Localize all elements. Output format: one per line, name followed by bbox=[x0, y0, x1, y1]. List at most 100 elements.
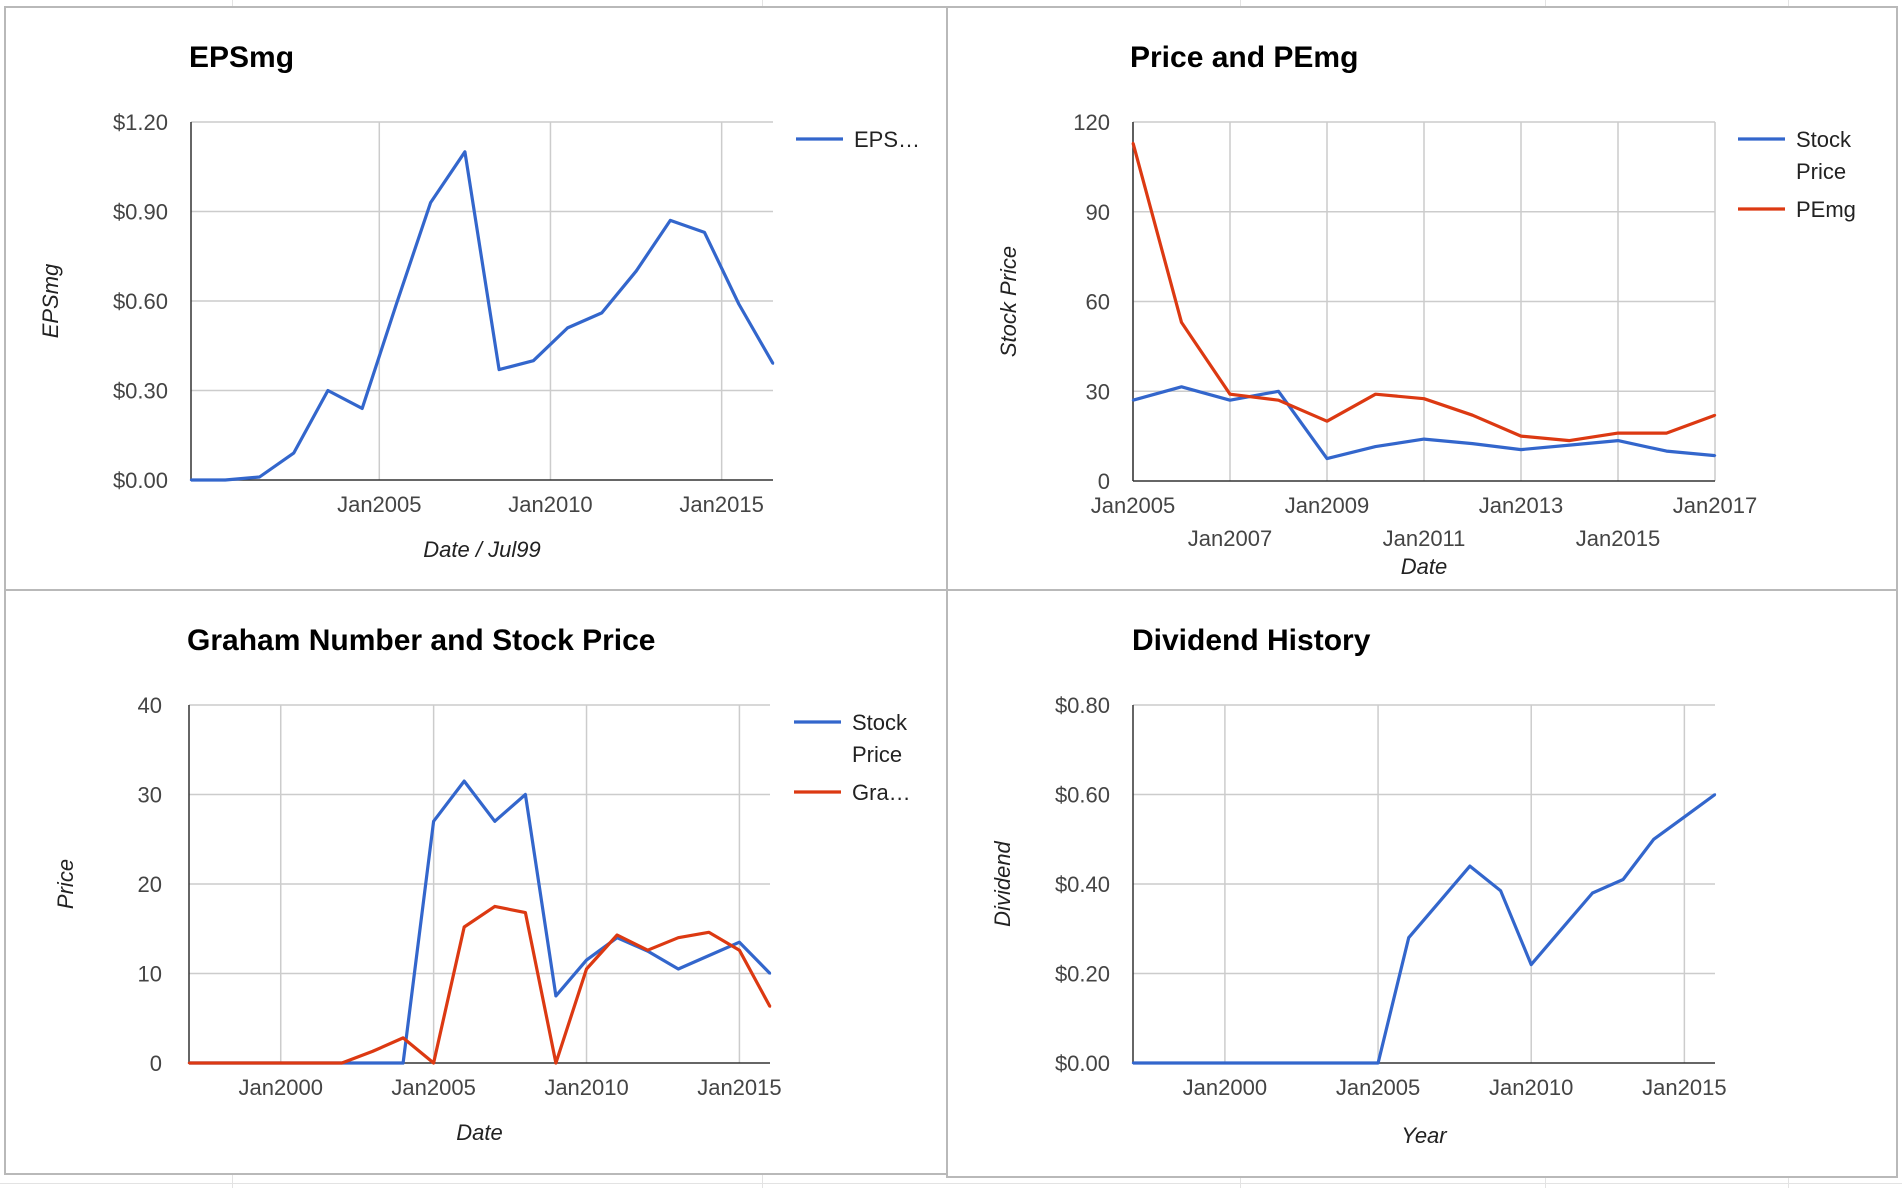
chart-title: Price and PEmg bbox=[1130, 41, 1358, 74]
data-point bbox=[224, 478, 227, 482]
y-tick-label: $0.60 bbox=[1055, 783, 1110, 808]
data-point bbox=[1228, 399, 1232, 402]
data-point bbox=[395, 302, 398, 306]
series-line bbox=[189, 904, 772, 1065]
x-tick-label: Jan2015 bbox=[1642, 1075, 1726, 1100]
legend-label: Stock bbox=[852, 710, 908, 735]
x-tick-label: Jan2017 bbox=[1673, 493, 1757, 518]
data-point bbox=[1468, 864, 1472, 868]
y-tick-label: $0.80 bbox=[1055, 693, 1110, 718]
data-point bbox=[1713, 413, 1717, 417]
data-point bbox=[566, 326, 569, 330]
data-point bbox=[340, 1061, 344, 1065]
data-point bbox=[554, 1061, 558, 1065]
chart-graham: Graham Number and Stock Price 0 10 20 30 40 Ja… bbox=[53, 624, 911, 1145]
chart-title: EPSmg bbox=[189, 41, 294, 74]
x-axis-title: Year bbox=[1401, 1123, 1448, 1148]
data-point bbox=[1374, 445, 1377, 448]
data-point bbox=[1374, 393, 1377, 396]
y-tick-label: $0.00 bbox=[1055, 1051, 1110, 1076]
data-point bbox=[677, 967, 680, 971]
data-point bbox=[429, 201, 432, 204]
x-tick-label: Jan2010 bbox=[508, 492, 592, 517]
y-axis-title: Price bbox=[53, 859, 78, 909]
y-axis-title: Dividend bbox=[990, 840, 1015, 926]
data-point bbox=[768, 972, 772, 975]
data-point bbox=[279, 1061, 282, 1065]
data-point bbox=[1530, 963, 1533, 966]
data-point bbox=[1277, 390, 1280, 393]
data-point bbox=[1568, 443, 1571, 447]
data-point bbox=[1621, 878, 1625, 881]
data-point bbox=[1422, 397, 1426, 400]
data-point bbox=[1616, 431, 1620, 435]
data-point bbox=[646, 949, 649, 952]
data-point bbox=[600, 311, 604, 315]
y-tick-label: $0.40 bbox=[1055, 872, 1110, 897]
data-point bbox=[463, 150, 467, 154]
data-point bbox=[1665, 449, 1668, 453]
chart-dividend: Dividend History $0.00 $0.20 $0.40 $0.60 $0.8… bbox=[990, 624, 1727, 1148]
y-tick-label: 90 bbox=[1086, 200, 1110, 225]
data-point bbox=[1438, 900, 1441, 904]
data-point bbox=[1519, 448, 1523, 451]
legend-label: PEmg bbox=[1796, 197, 1856, 222]
data-point bbox=[493, 905, 496, 908]
chart-panel-epsmg[interactable]: EPSmg $0.00 $0.30 $0.60 $0.90 $1.20 Jan2005 Jan… bbox=[4, 6, 948, 591]
legend-label: Price bbox=[1796, 159, 1846, 184]
chart-panel-graham[interactable]: Graham Number and Stock Price 0 10 20 30 40 Ja… bbox=[4, 589, 948, 1175]
y-tick-label: $0.90 bbox=[113, 200, 168, 225]
x-tick-label: Jan2000 bbox=[239, 1075, 323, 1100]
series-line bbox=[191, 150, 775, 482]
data-point bbox=[493, 820, 496, 823]
data-point bbox=[1713, 793, 1717, 796]
y-tick-label: 40 bbox=[138, 693, 162, 718]
data-point bbox=[1422, 437, 1426, 441]
x-tick-label: Jan2013 bbox=[1479, 493, 1563, 518]
data-point bbox=[634, 269, 638, 273]
x-tick-label: Jan2005 bbox=[1336, 1075, 1420, 1100]
chart-epsmg: EPSmg $0.00 $0.30 $0.60 $0.90 $1.20 Jan2005 Jan… bbox=[38, 41, 920, 562]
data-point bbox=[585, 967, 588, 971]
x-axis-title: Date bbox=[1401, 554, 1447, 579]
data-point bbox=[1407, 936, 1410, 939]
data-point bbox=[1683, 815, 1686, 819]
chart-title: Dividend History bbox=[1132, 624, 1371, 657]
data-point bbox=[677, 936, 680, 939]
y-tick-label: 10 bbox=[138, 962, 162, 987]
series-line bbox=[1133, 793, 1716, 1065]
y-tick-label: 0 bbox=[1098, 469, 1110, 494]
data-point bbox=[1131, 141, 1135, 145]
data-point bbox=[1471, 442, 1474, 445]
x-tick-label: Jan2015 bbox=[679, 492, 763, 517]
data-point bbox=[1519, 434, 1523, 438]
y-axis-title: EPSmg bbox=[38, 263, 63, 338]
data-point bbox=[432, 820, 435, 823]
data-point bbox=[1180, 321, 1183, 324]
x-axis-title: Date / Jul99 bbox=[423, 537, 540, 562]
data-point bbox=[524, 911, 527, 914]
data-point bbox=[292, 451, 295, 455]
y-tick-label: 60 bbox=[1086, 290, 1110, 315]
sheet-gridline bbox=[0, 1183, 1902, 1184]
y-tick-label: $0.20 bbox=[1055, 962, 1110, 987]
y-tick-label: $0.30 bbox=[113, 379, 168, 404]
legend-label: Stock bbox=[1796, 127, 1852, 152]
data-point bbox=[771, 362, 775, 365]
chart-panel-dividend[interactable]: Dividend History $0.00 $0.20 $0.40 $0.60 $0.8… bbox=[946, 589, 1898, 1178]
data-point bbox=[524, 793, 527, 796]
x-tick-label: Jan2005 bbox=[337, 492, 421, 517]
chart-panel-price-pemg[interactable]: Price and PEmg 0 30 60 90 120 Jan2005 Jan2007 Ja… bbox=[946, 6, 1898, 591]
data-point bbox=[258, 475, 261, 479]
x-tick-label: Jan2015 bbox=[1576, 526, 1660, 551]
data-point bbox=[1499, 889, 1502, 892]
data-point bbox=[1131, 1061, 1135, 1065]
data-point bbox=[463, 925, 466, 929]
data-point bbox=[187, 1061, 191, 1065]
data-point bbox=[189, 478, 193, 482]
x-tick-label: Jan2000 bbox=[1183, 1075, 1267, 1100]
y-tick-label: $0.60 bbox=[113, 289, 168, 314]
data-point bbox=[738, 940, 741, 944]
data-point bbox=[1254, 1061, 1257, 1065]
data-point bbox=[615, 933, 619, 937]
